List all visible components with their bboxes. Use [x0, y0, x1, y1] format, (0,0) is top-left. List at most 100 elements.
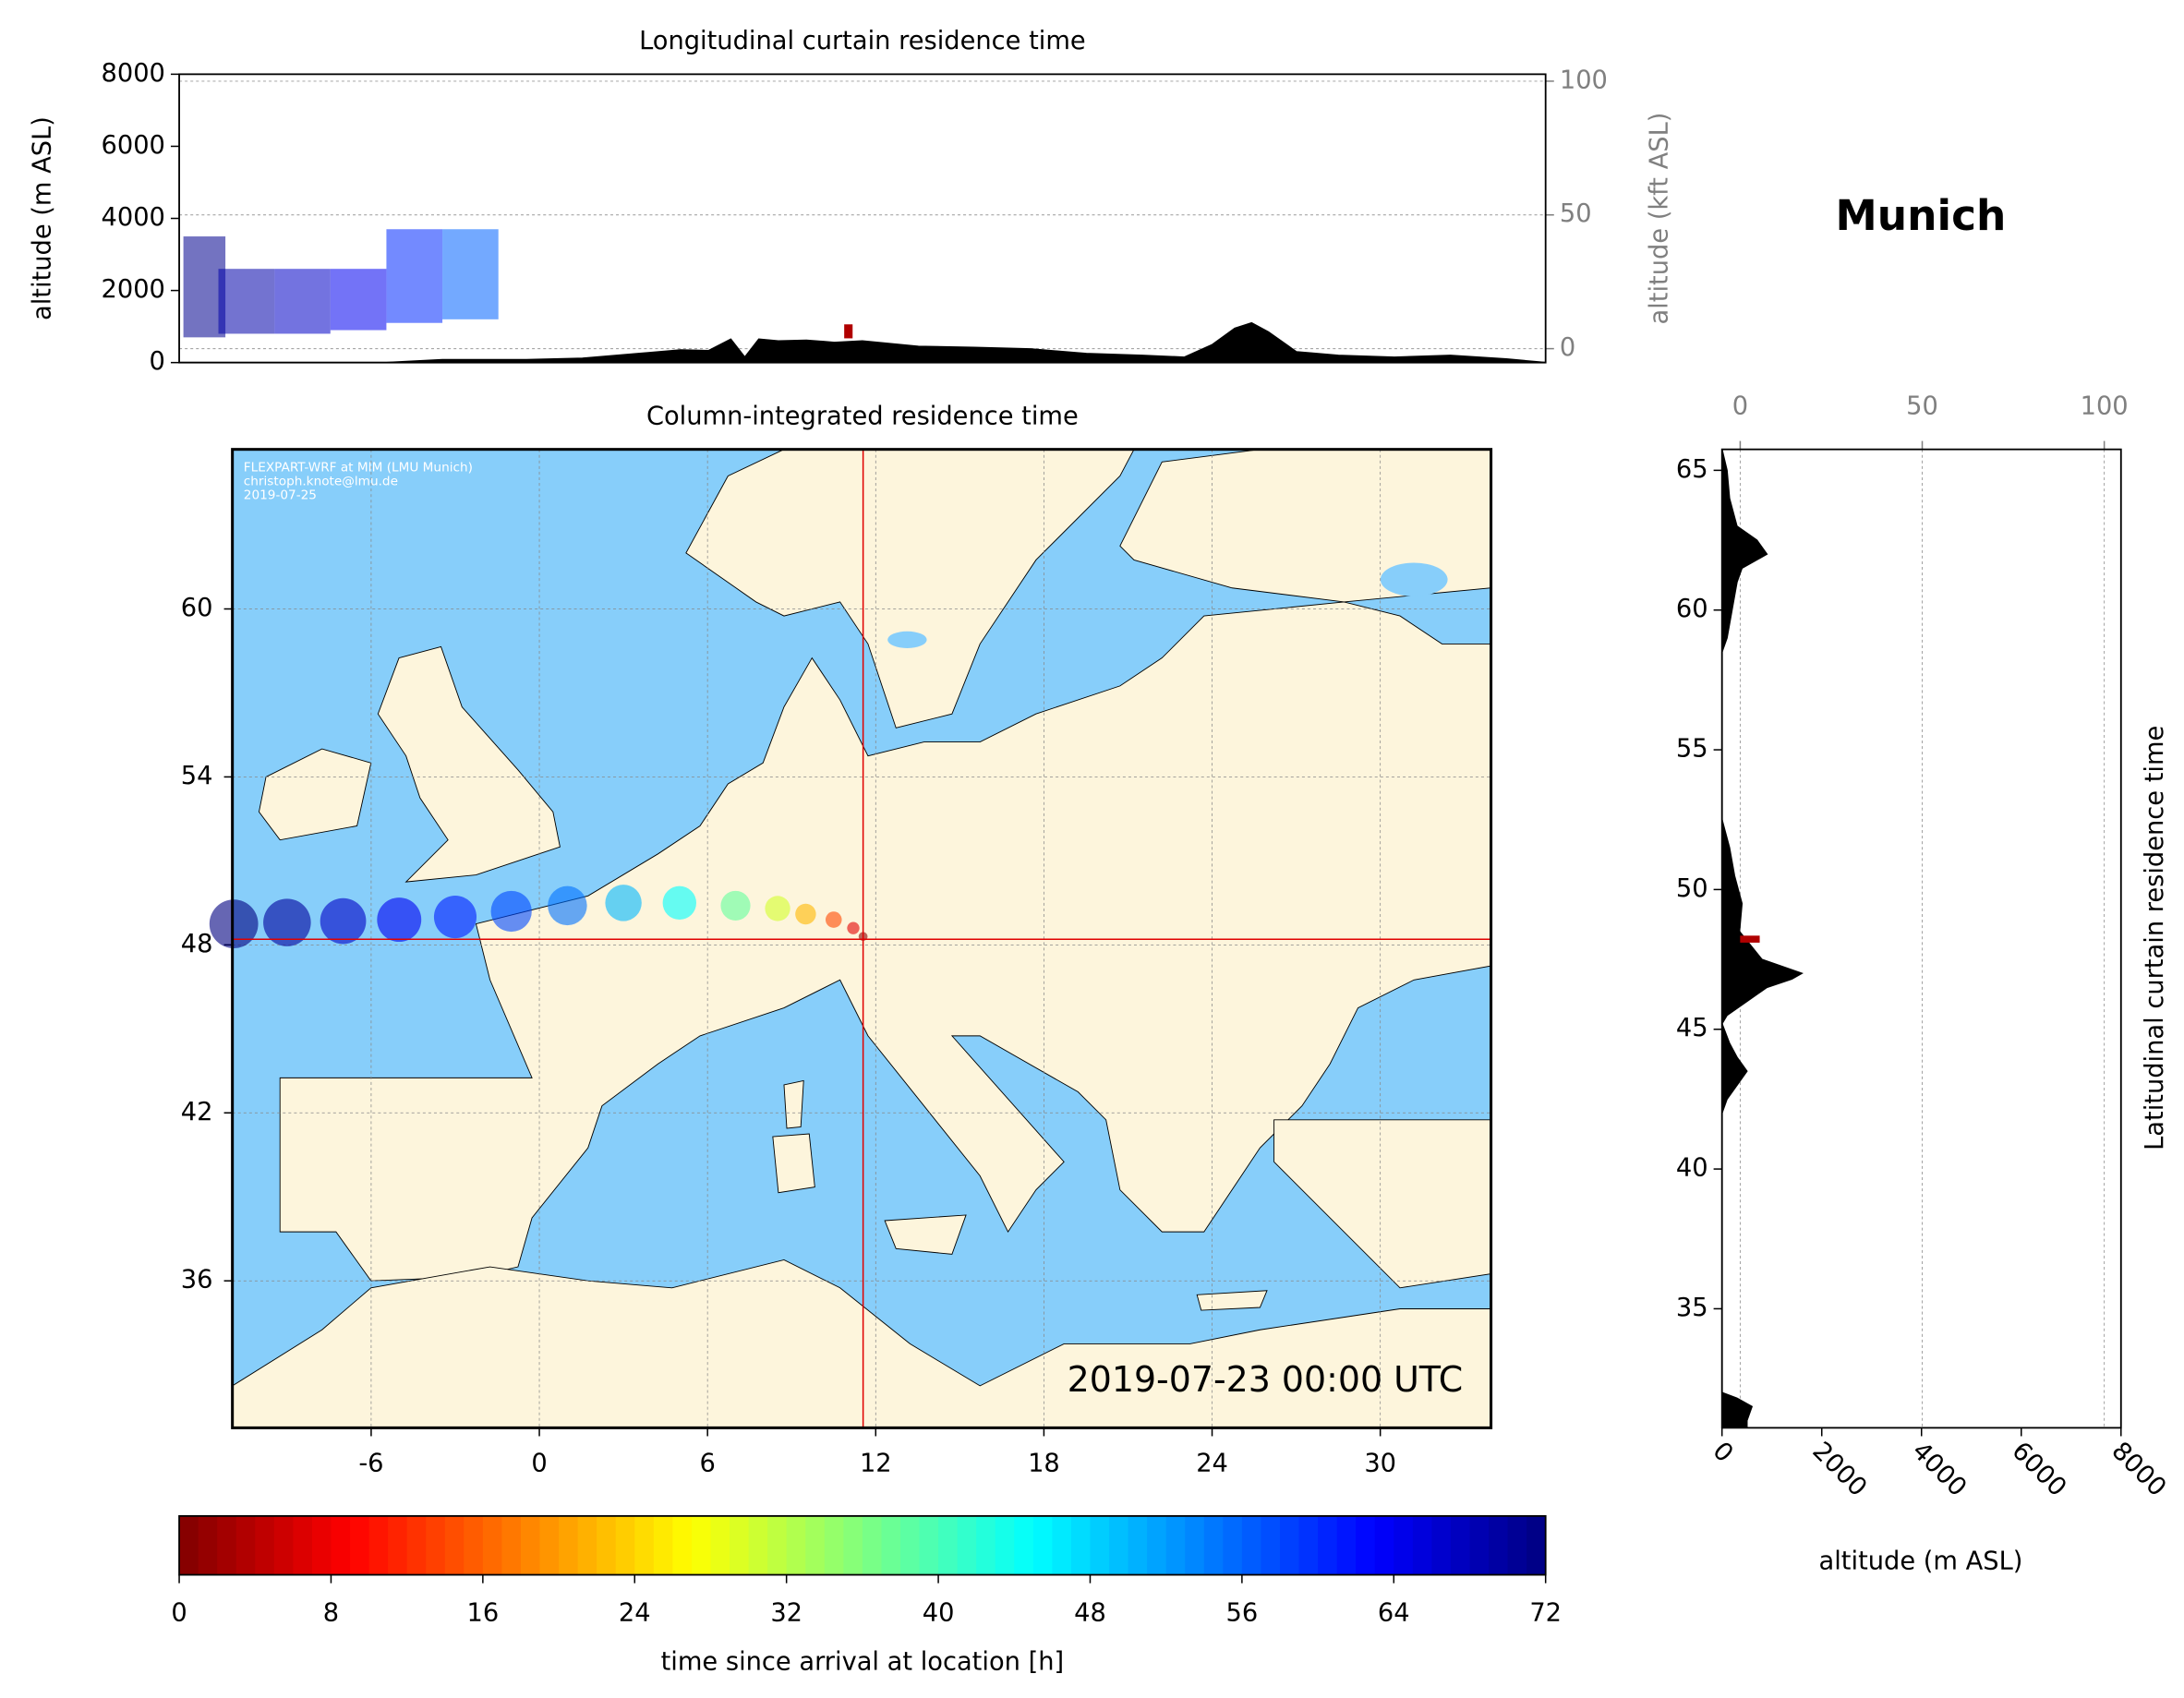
y-tick-label: 55 [1676, 735, 1708, 764]
colorbar-segment [843, 1515, 863, 1575]
x2-tick-label: 0 [1732, 392, 1748, 421]
plume-point [605, 885, 642, 921]
credit-text: 2019-07-25 [244, 488, 317, 503]
plume-band [330, 269, 387, 331]
colorbar-segment [1489, 1515, 1509, 1575]
timestamp: 2019-07-23 00:00 UTC [1068, 1359, 1464, 1400]
y-tick-label: 0 [150, 347, 165, 376]
y-axis-label: altitude (m ASL) [28, 116, 56, 320]
colorbar-segment [786, 1515, 806, 1575]
x-tick-label: 0 [531, 1449, 547, 1477]
x2-tick-label: 100 [2081, 392, 2129, 421]
plume-point [795, 903, 816, 925]
colorbar-segment [1203, 1515, 1225, 1575]
colorbar-segment [235, 1515, 257, 1575]
plume-band [274, 269, 331, 334]
y2-tick-label: 100 [1560, 66, 1608, 94]
chart-title: Longitudinal curtain residence time [639, 27, 1086, 55]
colorbar-segment [1394, 1515, 1414, 1575]
colorbar-segment [501, 1515, 522, 1575]
plume-point [263, 898, 311, 946]
y2-tick-label: 50 [1560, 199, 1592, 228]
land [232, 449, 1491, 1428]
terrain-line [179, 321, 1546, 364]
colorbar-segment [1032, 1515, 1054, 1575]
colorbar-segment [1336, 1515, 1357, 1575]
plume-point [825, 911, 842, 928]
colorbar-segment [1052, 1515, 1072, 1575]
colorbar-frame [178, 1514, 1547, 1576]
colorbar-segment [559, 1515, 579, 1575]
colorbar-segment [1109, 1515, 1129, 1575]
colorbar-segment [748, 1515, 768, 1575]
plume-band [386, 229, 443, 323]
colorbar-segment [919, 1515, 939, 1575]
colorbar-segment [311, 1515, 332, 1575]
colorbar-segment [899, 1515, 921, 1575]
plume-point [377, 897, 422, 943]
y-tick-label: 48 [181, 930, 213, 958]
colorbar-segment [1526, 1515, 1547, 1575]
colorbar-segment [615, 1515, 636, 1575]
colorbar-tick-label: 64 [1378, 1599, 1410, 1628]
y-tick-label: 36 [181, 1266, 213, 1295]
colorbar-segment [691, 1515, 712, 1575]
y-tick-label: 50 [1676, 874, 1708, 903]
colorbar-segment [406, 1515, 427, 1575]
x-tick-label: 6000 [2006, 1437, 2071, 1502]
plume-point [433, 895, 477, 939]
x-tick-label: 18 [1028, 1449, 1060, 1477]
location-name: Munich [1836, 191, 2007, 240]
release-marker [1740, 935, 1760, 943]
colorbar-segment [938, 1515, 959, 1575]
plume-point [320, 897, 367, 945]
x2-tick-label: 50 [1906, 392, 1938, 421]
colorbar-segment [539, 1515, 560, 1575]
colorbar-segment [482, 1515, 503, 1575]
map-frame [231, 448, 1493, 1429]
terrain-fill [179, 322, 1546, 363]
x-tick-label: 24 [1196, 1449, 1228, 1477]
colorbar-segment [1165, 1515, 1186, 1575]
y-tick-label: 4000 [102, 203, 165, 232]
colorbar-segment [653, 1515, 674, 1575]
colorbar-segment [1261, 1515, 1281, 1575]
colorbar-segment [1356, 1515, 1376, 1575]
colorbar-segment [995, 1515, 1016, 1575]
plume-band [442, 229, 499, 319]
colorbar-segment [1431, 1515, 1452, 1575]
release-marker [844, 324, 853, 339]
x-tick-label: 2000 [1806, 1437, 1872, 1502]
credit-text: christoph.knote@lmu.de [244, 475, 398, 489]
colorbar-segment [1298, 1515, 1319, 1575]
y-tick-label: 60 [1676, 595, 1708, 623]
x-tick-label: 12 [860, 1449, 892, 1477]
colorbar-segment [1090, 1515, 1110, 1575]
plume-point [847, 921, 860, 934]
credit-text: FLEXPART-WRF at MIM (LMU Munich) [244, 460, 473, 475]
x-tick-label: 8000 [2106, 1437, 2171, 1502]
colorbar-segment [1318, 1515, 1338, 1575]
terrain-fill [1721, 449, 1803, 1428]
colorbar-segment [957, 1515, 977, 1575]
colorbar-tick-label: 32 [770, 1599, 802, 1628]
colorbar-segment [1412, 1515, 1433, 1575]
plume-point [490, 890, 532, 933]
y-tick-label: 2000 [102, 275, 165, 304]
colorbar-segment [976, 1515, 996, 1575]
colorbar-tick-label: 56 [1226, 1599, 1259, 1628]
x-tick-label: 30 [1364, 1449, 1396, 1477]
colorbar-segment [331, 1515, 351, 1575]
colorbar-segment [1507, 1515, 1527, 1575]
colorbar-segment [1147, 1515, 1167, 1575]
y-tick-label: 8000 [102, 59, 165, 88]
x-tick-label: 4000 [1906, 1437, 1972, 1502]
x-axis-label: altitude (m ASL) [1819, 1547, 2023, 1575]
plume-band [218, 269, 275, 334]
colorbar-segment [217, 1515, 237, 1575]
colorbar-tick-label: 24 [619, 1599, 651, 1628]
colorbar-segment [464, 1515, 484, 1575]
colorbar-segment [255, 1515, 275, 1575]
colorbar-segment [597, 1515, 617, 1575]
chart-title: Column-integrated residence time [646, 402, 1079, 430]
